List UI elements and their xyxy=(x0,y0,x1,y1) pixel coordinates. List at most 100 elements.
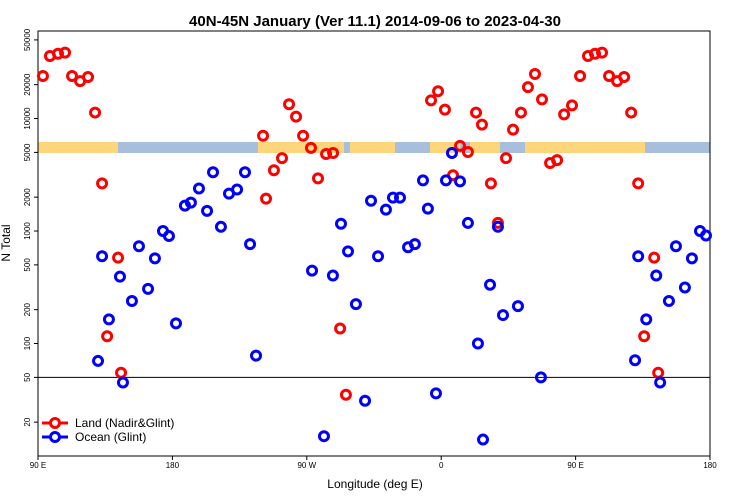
point xyxy=(365,194,378,207)
point xyxy=(244,238,257,251)
y-tick-label: 50 xyxy=(23,372,32,381)
point xyxy=(82,71,95,84)
point xyxy=(306,264,319,277)
land-strip xyxy=(430,142,460,153)
point xyxy=(603,69,616,82)
y-tick-label: 20000 xyxy=(23,73,32,96)
land-strip xyxy=(470,142,500,153)
point xyxy=(500,152,513,165)
y-axis-label: N Total xyxy=(0,224,13,261)
point xyxy=(393,191,406,204)
x-axis-label: Longitude (deg E) xyxy=(327,477,422,491)
point xyxy=(260,192,273,205)
y-tick-label: 1000 xyxy=(23,222,32,240)
point xyxy=(632,250,645,263)
y-tick-label: 10000 xyxy=(23,107,32,130)
point xyxy=(116,376,129,389)
point xyxy=(96,177,109,190)
point xyxy=(699,229,712,242)
point xyxy=(574,69,587,82)
point xyxy=(408,238,421,251)
y-tick-label: 100 xyxy=(23,336,32,350)
point xyxy=(507,123,520,136)
point xyxy=(461,216,474,229)
x-tick-label: 90 W xyxy=(297,461,316,470)
point xyxy=(320,147,333,160)
point xyxy=(214,220,227,233)
point xyxy=(596,46,609,59)
point xyxy=(250,349,263,362)
point xyxy=(267,164,280,177)
point xyxy=(327,146,340,159)
point xyxy=(678,281,691,294)
point xyxy=(312,172,324,185)
land-strip xyxy=(258,142,344,153)
point xyxy=(238,166,251,179)
x-tick-label: 90 E xyxy=(567,461,583,470)
point xyxy=(372,250,385,263)
point xyxy=(514,106,527,119)
point xyxy=(192,182,205,195)
point xyxy=(491,220,504,233)
point xyxy=(421,202,434,215)
point xyxy=(334,217,347,230)
point xyxy=(650,269,663,282)
legend-item: Land (Nadir&Glint) xyxy=(42,416,174,430)
point xyxy=(454,175,467,188)
point xyxy=(162,230,175,243)
point xyxy=(66,69,79,82)
point xyxy=(632,177,645,190)
point xyxy=(386,191,399,204)
y-tick-label: 20 xyxy=(23,417,32,426)
point xyxy=(629,354,642,367)
point xyxy=(317,430,330,443)
point xyxy=(92,354,105,367)
point xyxy=(471,337,484,350)
point xyxy=(438,103,451,116)
chart-title: 40N-45N January (Ver 11.1) 2014-09-06 to… xyxy=(189,13,561,30)
point xyxy=(558,108,571,121)
point xyxy=(654,376,667,389)
point xyxy=(101,330,114,343)
point xyxy=(36,69,49,82)
point xyxy=(169,317,182,330)
point xyxy=(528,67,541,80)
point xyxy=(669,240,682,253)
point xyxy=(290,110,303,123)
legend-label: Ocean (Glint) xyxy=(75,430,146,444)
point xyxy=(429,387,442,400)
point xyxy=(439,174,452,187)
y-tick-label: 500 xyxy=(23,258,32,272)
x-tick-label: 180 xyxy=(703,461,717,470)
point xyxy=(648,251,661,264)
point xyxy=(511,300,524,313)
legend-marker xyxy=(49,417,61,429)
plot-frame xyxy=(37,30,711,457)
point xyxy=(566,99,579,112)
point xyxy=(640,313,653,326)
point xyxy=(326,269,339,282)
point xyxy=(662,294,675,307)
point xyxy=(625,106,638,119)
point xyxy=(497,309,510,322)
point xyxy=(589,47,602,60)
point xyxy=(454,139,467,152)
point xyxy=(257,129,270,142)
point xyxy=(359,394,372,407)
x-tick-label: 90 E xyxy=(30,461,46,470)
point xyxy=(379,203,392,216)
point xyxy=(297,129,310,142)
point xyxy=(132,240,145,253)
land-strip xyxy=(525,142,645,153)
point xyxy=(112,251,125,264)
point xyxy=(304,141,317,154)
y-tick-label: 200 xyxy=(23,302,32,316)
point xyxy=(59,46,72,59)
point xyxy=(339,388,352,401)
land-strip xyxy=(38,142,118,153)
point xyxy=(276,152,289,165)
point xyxy=(125,294,138,307)
point xyxy=(461,146,474,159)
